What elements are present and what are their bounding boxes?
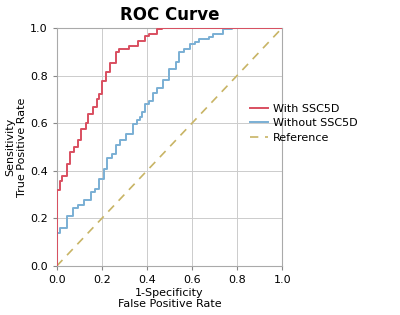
Title: ROC Curve: ROC Curve [120, 6, 219, 24]
Legend: With SSC5D, Without SSC5D, Reference: With SSC5D, Without SSC5D, Reference [246, 99, 362, 147]
Y-axis label: Sensitivity
True Positive Rate: Sensitivity True Positive Rate [6, 97, 27, 197]
X-axis label: 1-Specificity
False Positive Rate: 1-Specificity False Positive Rate [118, 288, 221, 309]
